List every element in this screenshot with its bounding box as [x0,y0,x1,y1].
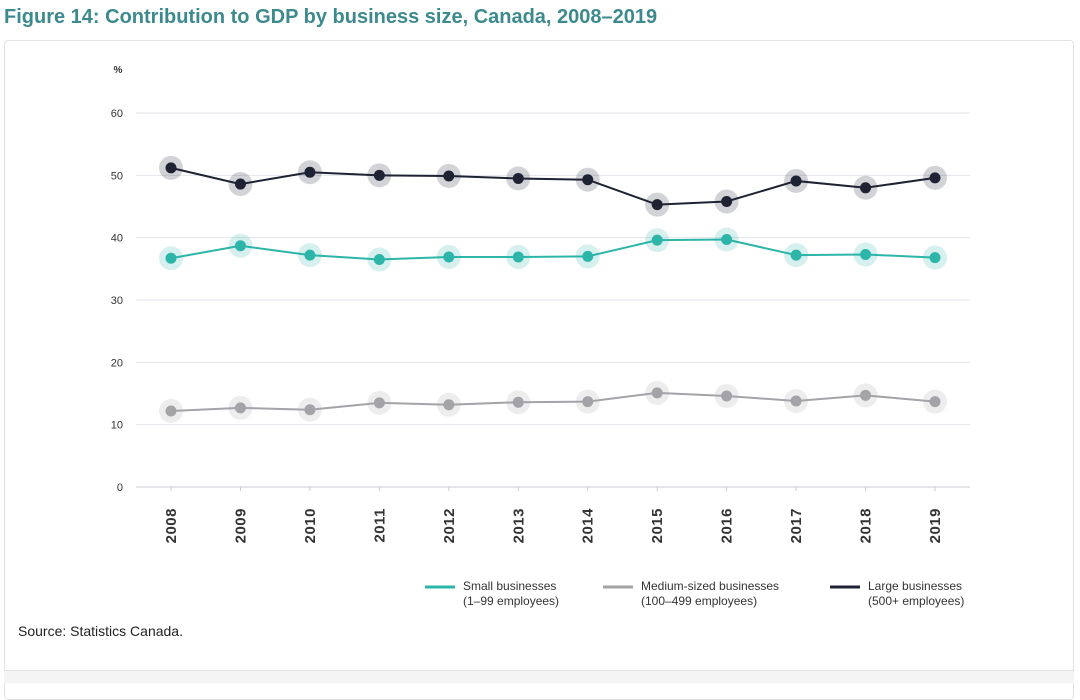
data-point [234,402,246,414]
y-tick-label: 10 [111,420,123,432]
data-point [304,249,316,261]
series-group [159,155,947,423]
x-tick-label: 2012 [441,508,458,543]
data-point [651,199,663,211]
data-point [860,182,872,194]
data-point [790,175,802,187]
data-point [234,178,246,190]
data-point [790,395,802,407]
source-note: Source: Statistics Canada. [18,623,183,639]
series-2 [159,155,947,217]
x-tick-label: 2016 [719,508,736,543]
data-point [304,404,316,416]
data-point [860,389,872,401]
legend: Small businesses(1–99 employees) Medium-s… [425,579,964,608]
series-line [170,391,936,412]
x-tick-label: 2013 [510,508,527,543]
data-point [929,396,941,408]
data-point [651,234,663,246]
data-point [929,172,941,184]
y-tick-label: 20 [111,357,123,369]
data-point [790,249,802,261]
x-tick-label: 2018 [858,508,875,543]
legend-item-1: Medium-sized businesses(100–499 employee… [603,579,779,608]
series-line [170,238,936,261]
series-0 [159,227,947,272]
data-point [582,250,594,262]
data-point [165,162,177,174]
x-tick-label: 2015 [649,508,666,543]
data-point [582,396,594,408]
data-point [721,234,733,246]
data-point [651,387,663,399]
legend-label: Small businesses [463,579,556,593]
series-line [170,166,936,206]
x-tick-label: 2011 [371,508,388,543]
data-point [373,397,385,409]
data-point [443,399,455,411]
data-point [373,253,385,265]
data-point [373,169,385,181]
data-point [860,248,872,260]
x-tick-label: 2014 [580,508,597,544]
legend-label: Large businesses [868,579,962,593]
data-point [512,172,524,184]
data-point [512,251,524,263]
legend-item-0: Small businesses(1–99 employees) [425,579,559,608]
chart-panel [4,40,1074,700]
data-point [721,196,733,208]
legend-label-sub: (500+ employees) [868,594,964,608]
data-point [165,252,177,264]
y-tick-label: 30 [111,295,123,307]
legend-label-sub: (100–499 employees) [641,594,757,608]
grid-lines [136,112,970,426]
x-tick-label: 2019 [927,508,944,543]
y-tick-label: 50 [111,170,123,182]
x-axis: 2008 2009 2010 2011 2012 2013 2014 2015 2016 2017… [136,486,970,544]
data-point [443,251,455,263]
x-tick-label: 2010 [302,508,319,543]
data-point [582,174,594,186]
series-1 [159,380,947,423]
data-point [512,396,524,408]
legend-label: Medium-sized businesses [641,579,779,593]
data-point [304,166,316,178]
y-tick-label: 40 [111,233,123,245]
y-tick-label: 0 [117,482,123,494]
data-point [443,170,455,182]
y-unit-label: % [114,65,123,76]
x-tick-label: 2017 [788,508,805,543]
legend-label-sub: (1–99 employees) [463,594,559,608]
figure-title: Figure 14: Contribution to GDP by busine… [4,6,658,28]
x-tick-label: 2009 [232,508,249,543]
y-axis: % 0 10 20 30 40 50 60 [111,65,123,494]
data-point [929,252,941,264]
legend-item-2: Large businesses(500+ employees) [830,579,964,608]
data-point [721,390,733,402]
y-tick-label: 60 [111,108,123,120]
data-point [234,240,246,252]
x-tick-label: 2008 [163,508,180,543]
data-point [165,405,177,417]
